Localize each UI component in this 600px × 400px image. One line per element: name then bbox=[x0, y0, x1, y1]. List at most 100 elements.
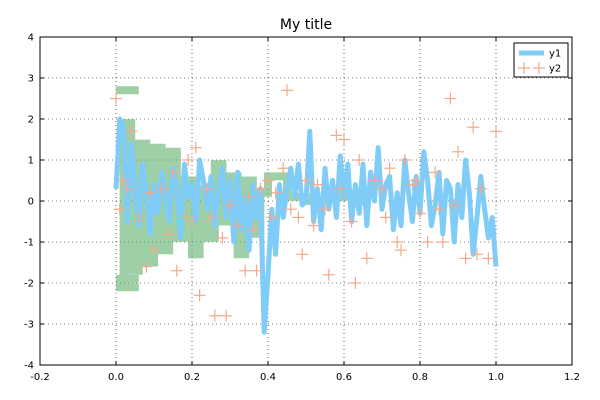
plot-area bbox=[110, 84, 502, 335]
point-y2 bbox=[269, 186, 282, 199]
point-y2 bbox=[193, 289, 206, 302]
point-y2 bbox=[338, 133, 350, 146]
point-y2 bbox=[414, 207, 426, 220]
point-y2 bbox=[284, 203, 297, 216]
point-y2 bbox=[383, 162, 396, 175]
point-y2 bbox=[155, 182, 168, 195]
y-tick-label: 2 bbox=[28, 115, 34, 126]
point-y2 bbox=[117, 174, 130, 187]
x-tick-label: -0.2 bbox=[30, 372, 50, 383]
legend-label-y1: y1 bbox=[549, 49, 561, 60]
point-y2 bbox=[239, 264, 252, 277]
point-y2 bbox=[281, 84, 293, 97]
point-y2 bbox=[144, 186, 157, 199]
point-y2 bbox=[186, 215, 198, 228]
point-y2 bbox=[201, 182, 214, 195]
point-y2 bbox=[220, 309, 233, 322]
point-y2 bbox=[216, 231, 229, 244]
point-y2 bbox=[376, 182, 388, 195]
y-tick-label: -4 bbox=[24, 361, 34, 372]
point-y2 bbox=[334, 182, 347, 195]
point-y2 bbox=[121, 182, 134, 195]
legend-label-y2: y2 bbox=[549, 64, 561, 75]
point-y2 bbox=[231, 219, 244, 232]
point-y2 bbox=[311, 178, 324, 191]
point-y2 bbox=[132, 211, 145, 224]
point-y2 bbox=[205, 211, 217, 224]
point-y2 bbox=[140, 260, 153, 273]
point-y2 bbox=[167, 166, 179, 179]
point-y2 bbox=[330, 129, 343, 142]
point-y2 bbox=[490, 125, 502, 138]
point-y2 bbox=[353, 154, 366, 166]
point-y2 bbox=[243, 190, 255, 203]
point-y2 bbox=[482, 252, 495, 265]
y-tick-label: -2 bbox=[24, 279, 34, 290]
point-y2 bbox=[433, 203, 445, 216]
point-y2 bbox=[307, 219, 320, 232]
point-y2 bbox=[467, 121, 480, 134]
point-y2 bbox=[395, 244, 407, 257]
point-y2 bbox=[474, 182, 487, 195]
axis-ticks: -0.2 0.0 0.2 0.4 0.6 0.8 1.0 1.2 -4 -3 -2 -1 0 1 2 3 4 bbox=[24, 33, 580, 384]
legend-swatch-y2 bbox=[518, 62, 530, 74]
point-y2 bbox=[189, 141, 202, 154]
point-y2 bbox=[246, 223, 259, 236]
point-y2 bbox=[250, 264, 263, 277]
point-y2 bbox=[360, 252, 373, 265]
point-y2 bbox=[265, 211, 278, 224]
point-y2 bbox=[436, 236, 449, 248]
point-y2 bbox=[110, 92, 122, 105]
legend-box bbox=[513, 42, 569, 78]
y-tick-label: 1 bbox=[28, 156, 34, 167]
point-y2 bbox=[379, 211, 392, 224]
point-y2 bbox=[452, 145, 464, 158]
series-y1-line bbox=[113, 116, 499, 335]
point-y2 bbox=[391, 236, 404, 248]
x-tick-label: 0.4 bbox=[260, 372, 276, 383]
point-y2 bbox=[170, 264, 183, 277]
chart-title: My title bbox=[280, 17, 332, 33]
x-tick-label: 0.8 bbox=[412, 372, 428, 383]
point-y2 bbox=[459, 252, 472, 265]
point-y2 bbox=[349, 277, 362, 289]
point-y2 bbox=[421, 236, 434, 248]
point-y2 bbox=[296, 248, 309, 261]
point-y2 bbox=[113, 203, 126, 216]
x-tick-label: 1.2 bbox=[564, 372, 580, 383]
point-y2 bbox=[300, 174, 312, 187]
point-y2 bbox=[208, 309, 221, 322]
series-y2 bbox=[110, 84, 502, 322]
point-y2 bbox=[429, 166, 442, 179]
point-y2 bbox=[262, 174, 274, 187]
point-y2 bbox=[410, 174, 423, 187]
point-y2 bbox=[448, 199, 461, 212]
point-y2 bbox=[254, 182, 267, 195]
point-y2 bbox=[178, 211, 191, 224]
x-tick-label: 1.0 bbox=[488, 372, 504, 383]
point-y2 bbox=[182, 154, 195, 166]
y-tick-label: 4 bbox=[28, 33, 34, 44]
x-tick-label: 0.6 bbox=[336, 372, 352, 383]
x-tick-label: 0.0 bbox=[108, 372, 124, 383]
x-tick-label: 0.2 bbox=[184, 372, 200, 383]
y-tick-label: -1 bbox=[24, 238, 34, 249]
point-y2 bbox=[224, 199, 236, 212]
point-y2 bbox=[277, 162, 290, 175]
y-tick-label: -3 bbox=[24, 320, 34, 331]
y-tick-label: 0 bbox=[28, 197, 34, 208]
point-y2 bbox=[471, 248, 483, 261]
point-y2 bbox=[368, 174, 381, 187]
point-y2 bbox=[292, 211, 305, 224]
y-tick-label: 3 bbox=[28, 74, 34, 85]
point-y2 bbox=[444, 92, 457, 105]
point-y2 bbox=[398, 154, 411, 166]
legend-swatch-y2 bbox=[533, 62, 545, 74]
point-y2 bbox=[148, 244, 160, 257]
point-y2 bbox=[322, 268, 335, 281]
point-y2 bbox=[163, 227, 176, 240]
point-y2 bbox=[319, 203, 331, 216]
point-y2 bbox=[125, 125, 138, 138]
